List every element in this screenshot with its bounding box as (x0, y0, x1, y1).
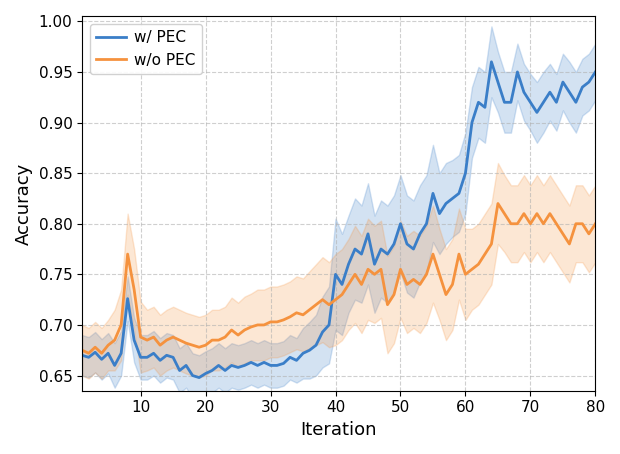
w/ PEC (195, 375, 203, 380)
w/o PEC (416, 282, 423, 287)
w/ PEC (79, 353, 86, 358)
w/ PEC (488, 59, 495, 64)
X-axis label: Iteration: Iteration (301, 421, 377, 439)
Line: w/ PEC: w/ PEC (82, 62, 595, 378)
w/o PEC (85, 350, 92, 356)
w/o PEC (390, 292, 397, 297)
w/ PEC (390, 241, 397, 247)
w/o PEC (436, 271, 443, 277)
w/o PEC (312, 302, 320, 307)
w/ PEC (591, 69, 599, 74)
w/o PEC (591, 221, 599, 227)
Line: w/o PEC: w/o PEC (82, 203, 595, 353)
w/o PEC (397, 266, 404, 272)
w/o PEC (546, 211, 554, 217)
w/ PEC (416, 231, 423, 237)
w/o PEC (79, 347, 86, 353)
Y-axis label: Accuracy: Accuracy (15, 163, 33, 245)
w/ PEC (436, 211, 443, 217)
Legend: w/ PEC, w/o PEC: w/ PEC, w/o PEC (90, 24, 202, 74)
w/o PEC (494, 201, 502, 206)
w/ PEC (312, 342, 320, 348)
w/ PEC (397, 221, 404, 227)
w/ PEC (546, 89, 554, 95)
